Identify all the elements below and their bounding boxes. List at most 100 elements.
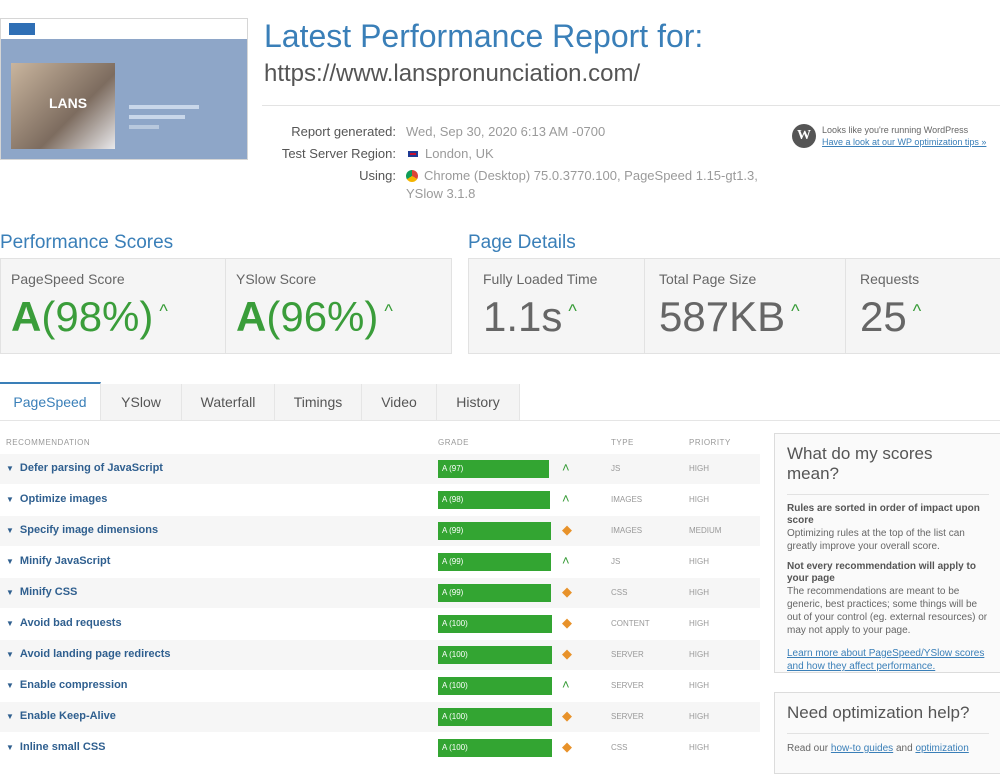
report-url[interactable]: https://www.lanspronunciation.com/	[264, 60, 641, 87]
pagespeed-score-value: A(98%) ^	[11, 293, 168, 341]
thumbnail-photo: LANS	[11, 63, 115, 149]
recommendation-name[interactable]: ▼ Minify CSS	[6, 586, 77, 598]
page-details-card: Fully Loaded Time 1.1s ^ Total Page Size …	[468, 258, 1000, 354]
recommendation-label: Minify CSS	[19, 586, 78, 598]
table-row[interactable]: ▼ Minify CSS A (99) ◆ CSS HIGH	[0, 578, 760, 608]
tab-history[interactable]: History	[437, 384, 520, 420]
how-to-guides-link[interactable]: how-to guides	[830, 743, 894, 754]
scores-help-panel: What do my scores mean? Rules are sorted…	[774, 433, 1000, 673]
expand-caret-icon[interactable]: ▼	[6, 557, 14, 566]
page-details-title: Page Details	[468, 232, 576, 253]
scores-help-title: What do my scores mean?	[787, 444, 933, 483]
thumbnail-text-line	[129, 115, 185, 119]
expand-caret-icon[interactable]: ▼	[6, 588, 14, 597]
expand-caret-icon[interactable]: ▼	[6, 681, 14, 690]
total-page-size-label: Total Page Size	[659, 271, 757, 287]
recommendation-type: JS	[611, 464, 621, 473]
wordpress-tips-link[interactable]: Have a look at our WP optimization tips …	[822, 137, 987, 147]
table-row[interactable]: ▼ Avoid bad requests A (100) ◆ CONTENT HIGH	[0, 609, 760, 639]
yslow-score-value: A(96%) ^	[236, 293, 393, 341]
tab-waterfall[interactable]: Waterfall	[182, 384, 275, 420]
chrome-icon	[406, 170, 418, 182]
recommendation-priority: HIGH	[689, 495, 709, 504]
optimization-link[interactable]: optimization	[915, 743, 969, 754]
recommendation-name[interactable]: ▼ Avoid landing page redirects	[6, 648, 171, 660]
meta-label-generated: Report generated:	[291, 124, 396, 139]
report-title: Latest Performance Report for:	[264, 18, 704, 54]
grade-bar: A (99)	[438, 584, 551, 602]
table-row[interactable]: ▼ Inline small CSS A (100) ◆ CSS HIGH	[0, 733, 760, 763]
tab-video[interactable]: Video	[362, 384, 437, 420]
recommendation-name[interactable]: ▼ Defer parsing of JavaScript	[6, 462, 163, 474]
header-grade[interactable]: GRADE	[438, 438, 469, 447]
header-recommendation[interactable]: RECOMMENDATION	[6, 438, 91, 447]
pagespeed-grade: A	[11, 293, 42, 340]
header-divider	[262, 105, 1000, 106]
recommendation-label: Specify image dimensions	[19, 524, 159, 536]
requests: Requests 25 ^	[846, 259, 1000, 353]
recommendation-priority: HIGH	[689, 743, 709, 752]
panel-divider	[787, 733, 989, 734]
recommendation-type: SERVER	[611, 681, 644, 690]
warning-diamond-icon: ◆	[562, 708, 572, 723]
recommendation-name[interactable]: ▼ Optimize images	[6, 493, 107, 505]
meta-value-generated: Wed, Sep 30, 2020 6:13 AM -0700	[406, 124, 606, 139]
table-row[interactable]: ▼ Avoid landing page redirects A (100) ◆ SER…	[0, 640, 760, 670]
recommendation-name[interactable]: ▼ Avoid bad requests	[6, 617, 122, 629]
expand-caret-icon[interactable]: ▼	[6, 743, 14, 752]
scores-help-text-1: Optimizing rules at the top of the list …	[787, 528, 965, 552]
fully-loaded-time: Fully Loaded Time 1.1s ^	[469, 259, 645, 353]
table-row[interactable]: ▼ Minify JavaScript A (99) ˄ JS HIGH	[0, 547, 760, 577]
expand-caret-icon[interactable]: ▼	[6, 650, 14, 659]
expand-caret-icon[interactable]: ▼	[6, 464, 14, 473]
recommendation-label: Avoid landing page redirects	[19, 648, 171, 660]
recommendation-name[interactable]: ▼ Enable compression	[6, 679, 128, 691]
yslow-percent: (96%)	[266, 293, 379, 340]
header-priority[interactable]: PRIORITY	[689, 438, 731, 447]
recommendation-type: CSS	[611, 588, 628, 597]
tab-pagespeed[interactable]: PageSpeed	[0, 382, 101, 420]
recommendation-label: Inline small CSS	[19, 741, 106, 753]
table-row[interactable]: ▼ Enable compression A (100) ˄ SERVER HIGH	[0, 671, 760, 701]
recommendation-priority: MEDIUM	[689, 526, 722, 535]
performance-scores-card: PageSpeed Score A(98%) ^ YSlow Score A(96…	[0, 258, 452, 354]
expand-caret-icon[interactable]: ▼	[6, 526, 14, 535]
recommendation-name[interactable]: ▼ Minify JavaScript	[6, 555, 110, 567]
learn-more-link[interactable]: Learn more about PageSpeed/YSlow scores …	[787, 648, 985, 672]
scores-help-heading-2: Not every recommendation will apply to y…	[787, 561, 976, 584]
table-row[interactable]: ▼ Optimize images A (98) ˄ IMAGES HIGH	[0, 485, 760, 515]
grade-bar: A (99)	[438, 553, 551, 571]
thumbnail-text-line	[129, 105, 199, 109]
yslow-score: YSlow Score A(96%) ^	[226, 259, 451, 353]
trend-up-icon: ^	[912, 301, 922, 321]
recommendation-name[interactable]: ▼ Enable Keep-Alive	[6, 710, 116, 722]
requests-value: 25 ^	[860, 293, 921, 341]
recommendation-type: IMAGES	[611, 526, 643, 535]
warning-diamond-icon: ◆	[562, 615, 572, 630]
recommendation-name[interactable]: ▼ Inline small CSS	[6, 741, 106, 753]
recommendation-label: Enable compression	[19, 679, 128, 691]
tab-timings[interactable]: Timings	[275, 384, 362, 420]
tab-yslow[interactable]: YSlow	[101, 384, 182, 420]
table-row[interactable]: ▼ Specify image dimensions A (99) ◆ IMAGES ME…	[0, 516, 760, 546]
warning-diamond-icon: ◆	[562, 584, 572, 599]
warning-diamond-icon: ◆	[562, 522, 572, 537]
expand-caret-icon[interactable]: ▼	[6, 495, 14, 504]
recommendation-type: SERVER	[611, 712, 644, 721]
table-row[interactable]: ▼ Defer parsing of JavaScript A (97) ˄ JS HIG…	[0, 454, 760, 484]
scores-help-heading-1: Rules are sorted in order of impact upon…	[787, 503, 980, 526]
header-type[interactable]: TYPE	[611, 438, 634, 447]
recommendation-name[interactable]: ▼ Specify image dimensions	[6, 524, 158, 536]
expand-caret-icon[interactable]: ▼	[6, 619, 14, 628]
grade-bar: A (99)	[438, 522, 551, 540]
expand-caret-icon[interactable]: ▼	[6, 712, 14, 721]
pagespeed-score-label: PageSpeed Score	[11, 271, 125, 287]
trend-up-icon: ^	[791, 301, 800, 321]
table-row[interactable]: ▼ Enable Keep-Alive A (100) ◆ SERVER HIGH	[0, 702, 760, 732]
help-and: and	[895, 743, 913, 754]
site-thumbnail: LANS	[0, 18, 248, 160]
meta-value-yslow-version: YSlow 3.1.8	[406, 186, 476, 201]
total-page-size: Total Page Size 587KB ^	[645, 259, 846, 353]
recommendation-priority: HIGH	[689, 681, 709, 690]
warning-diamond-icon: ◆	[562, 646, 572, 661]
